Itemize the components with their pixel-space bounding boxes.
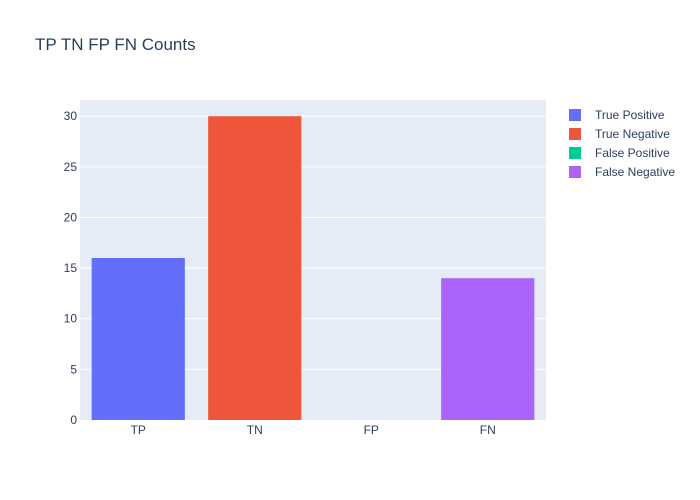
y-tick-label: 10 — [64, 312, 78, 326]
legend[interactable]: True Positive True Negative False Positive… — [569, 108, 675, 179]
bar-tn[interactable] — [208, 116, 302, 421]
legend-swatch — [569, 166, 581, 178]
legend-item[interactable]: True Negative — [569, 127, 670, 141]
legend-label: False Negative — [595, 165, 675, 179]
chart-title: TP TN FP FN Counts — [35, 35, 196, 54]
legend-swatch — [569, 147, 581, 159]
legend-item[interactable]: True Positive — [569, 108, 665, 122]
bar-tp[interactable] — [91, 257, 185, 420]
bar-fn[interactable] — [441, 278, 535, 420]
y-axis: 0 5 10 15 20 25 30 — [64, 109, 78, 427]
y-tick-label: 15 — [64, 261, 78, 275]
legend-label: True Positive — [595, 108, 665, 122]
legend-item[interactable]: False Positive — [569, 146, 670, 160]
x-tick-label: TP — [131, 423, 146, 437]
x-tick-label: FP — [364, 423, 379, 437]
y-tick-label: 30 — [64, 109, 78, 123]
y-tick-label: 20 — [64, 210, 78, 224]
x-tick-label: TN — [247, 423, 263, 437]
legend-label: False Positive — [595, 146, 670, 160]
legend-swatch — [569, 128, 581, 140]
y-tick-label: 25 — [64, 160, 78, 174]
y-tick-label: 5 — [70, 362, 77, 376]
y-tick-label: 0 — [70, 413, 77, 427]
bars — [91, 116, 535, 421]
x-axis: TP TN FP FN — [131, 423, 496, 437]
legend-swatch — [569, 109, 581, 121]
legend-item[interactable]: False Negative — [569, 165, 675, 179]
x-tick-label: FN — [480, 423, 496, 437]
legend-label: True Negative — [595, 127, 670, 141]
